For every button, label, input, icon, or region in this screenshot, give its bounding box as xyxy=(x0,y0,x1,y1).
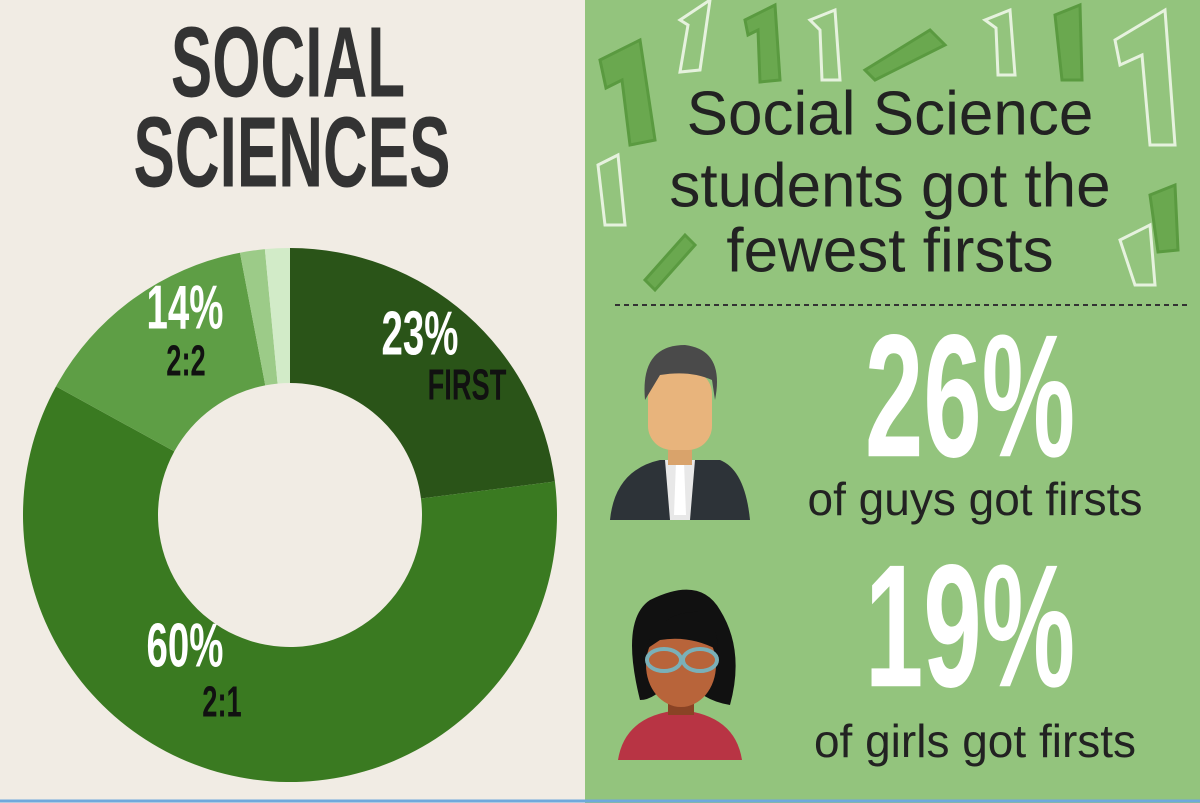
stat-caption: of girls got firsts xyxy=(814,715,1136,767)
donut-segment xyxy=(56,252,266,452)
category-label: FIRST xyxy=(428,360,507,409)
donut-segment xyxy=(22,386,557,783)
value-label: 60% xyxy=(147,610,224,680)
headline-line: fewest firsts xyxy=(726,216,1053,285)
category-label: 2:1 xyxy=(202,677,241,726)
woman-icon xyxy=(618,589,742,760)
chart-title: SCIENCES xyxy=(134,96,451,208)
donut-segment xyxy=(290,248,555,499)
man-icon xyxy=(610,345,750,520)
stat-figure: 26% xyxy=(865,297,1075,493)
headline-line: Social Science xyxy=(687,79,1094,148)
donut-segment xyxy=(239,249,278,386)
value-label: 23% xyxy=(382,298,459,368)
decoration xyxy=(596,0,1180,293)
headline-line: students got the xyxy=(669,151,1110,220)
chart-title: SOCIAL xyxy=(171,6,405,118)
stat-figure: 19% xyxy=(865,527,1075,723)
donut-segment xyxy=(264,248,290,384)
stat-caption: of guys got firsts xyxy=(808,473,1143,525)
category-label: 2:2 xyxy=(166,336,205,385)
value-label: 14% xyxy=(147,272,224,342)
